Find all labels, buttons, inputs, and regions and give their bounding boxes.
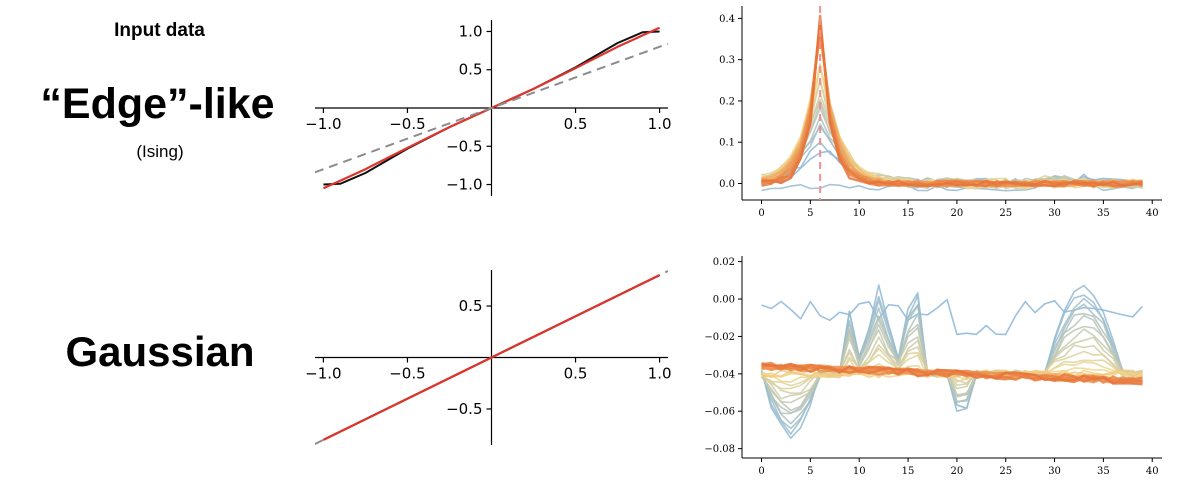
x-tick-label: 10 [853,208,866,219]
x-tick-label: 30 [1048,466,1061,477]
x-tick-label: 40 [1146,208,1159,219]
y-tick-label: 0.0 [719,179,735,190]
x-tick-label: 1.0 [648,115,672,133]
x-tick-label: −0.5 [389,365,425,383]
x-tick-label: 15 [902,466,915,477]
x-tick-label: 0 [758,208,764,219]
x-tick-label: −1.0 [305,365,341,383]
y-tick-label: 0.5 [459,297,483,315]
x-tick-label: 25 [999,466,1012,477]
x-tick-label: 0.5 [564,115,588,133]
x-tick-label: 40 [1146,466,1159,477]
x-tick-label: 25 [999,208,1012,219]
x-tick-label: 10 [853,466,866,477]
x-tick-label: −0.5 [389,115,425,133]
y-tick-label: 0.1 [719,138,735,149]
y-tick-label: −0.5 [446,137,482,155]
y-tick-label: 0.02 [713,257,735,268]
y-tick-label: −0.02 [704,332,735,343]
y-tick-label: 0.4 [719,14,735,25]
kernel-curve [760,303,1143,425]
x-tick-label: 1.0 [648,365,672,383]
y-tick-label: −1.0 [446,176,482,194]
edge-like-title: “Edge”-like [40,80,275,128]
ising-subtitle: (Ising) [136,142,184,161]
y-tick-label: −0.04 [704,369,735,380]
input-data-heading: Input data [114,20,205,41]
y-tick-label: −0.08 [704,444,735,455]
y-tick-label: −0.5 [446,400,482,418]
x-tick-label: 0.5 [564,365,588,383]
series-fit-line [322,274,661,441]
gaussian-title: Gaussian [65,328,255,375]
x-tick-label: 30 [1048,208,1061,219]
y-tick-label: 0.5 [459,61,483,79]
y-tick-label: 0.3 [719,55,735,66]
y-tick-label: −0.06 [704,407,735,418]
y-tick-label: 0.2 [719,96,735,107]
kernel-curve [760,312,1143,415]
kernel-curve [761,78,1143,190]
y-tick-label: 0.00 [713,295,735,306]
x-tick-label: 20 [951,466,964,477]
x-tick-label: 15 [902,208,915,219]
x-tick-label: 20 [951,208,964,219]
x-tick-label: 5 [807,466,813,477]
x-tick-label: 35 [1097,466,1110,477]
x-tick-label: −1.0 [305,115,341,133]
y-tick-label: 1.0 [459,22,483,40]
x-tick-label: 5 [807,208,813,219]
x-tick-label: 0 [758,466,764,477]
kernel-curve [761,362,1143,386]
kernel-curve [761,298,1144,336]
series-linear-line [314,42,669,174]
x-tick-label: 35 [1097,208,1110,219]
kernel-curve [761,14,1143,188]
